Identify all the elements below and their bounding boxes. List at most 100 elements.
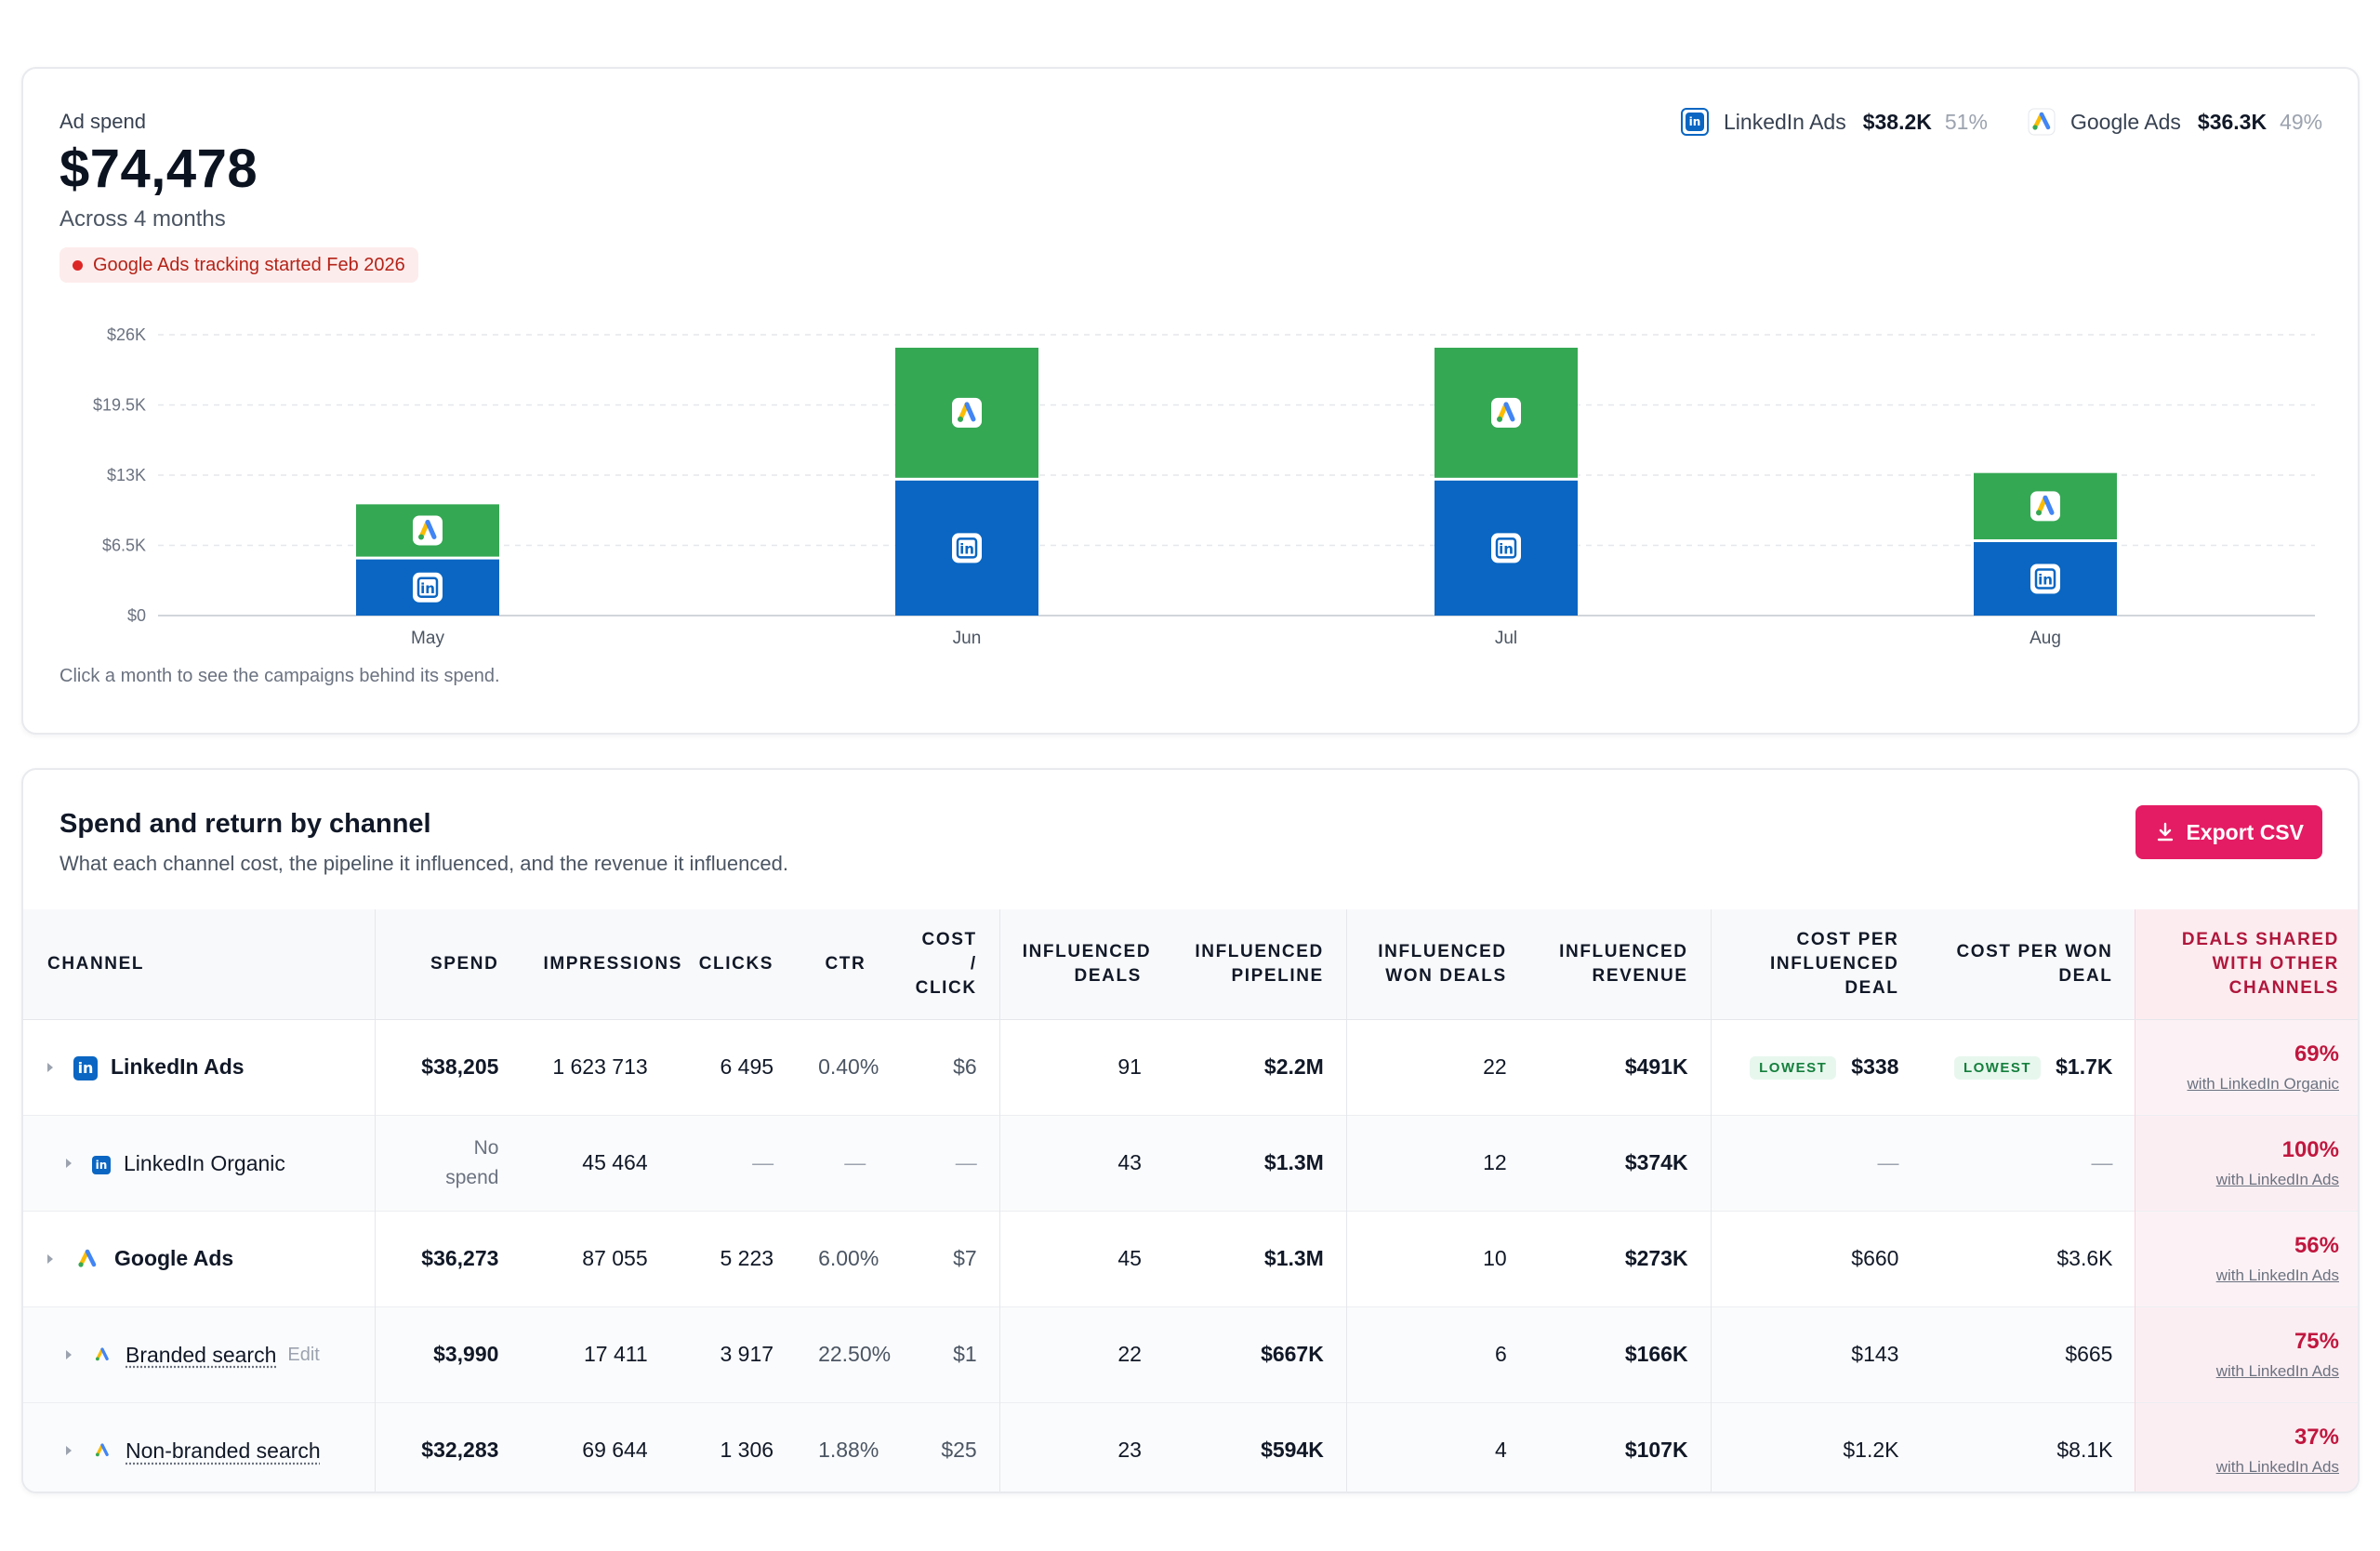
campaign-name-link[interactable]: Non-branded search xyxy=(126,1438,321,1463)
won-deals-cell: 6 xyxy=(1345,1306,1529,1402)
header-ctr[interactable]: CTR xyxy=(796,909,889,1020)
expand-chevron-icon[interactable] xyxy=(66,1350,72,1360)
legend-item-google-ads[interactable]: Google Ads $36.3K 49% xyxy=(2028,108,2322,136)
ad-spend-period: Across 4 months xyxy=(60,206,226,232)
table-row-google-ads[interactable]: Google Ads $36,273 87 055 5 223 6.00% $7… xyxy=(23,1210,2358,1306)
legend-amount: $36.3K xyxy=(2197,109,2268,134)
linkedin-icon-frame xyxy=(956,537,978,559)
cpc-cell: $1 xyxy=(888,1306,1000,1402)
clicks-cell: 5 223 xyxy=(669,1210,797,1306)
y-tick-label: $6.5K xyxy=(102,537,146,555)
expand-chevron-icon[interactable] xyxy=(47,1062,53,1072)
shared-with-link[interactable]: with LinkedIn Ads xyxy=(2215,1457,2339,1476)
spend-cell: No spend xyxy=(374,1114,522,1211)
linkedin-icon: in xyxy=(73,1056,98,1080)
channel-cell[interactable]: Google Ads xyxy=(23,1210,376,1306)
table-row-branded-search[interactable]: Branded search Edit $3,990 17 411 3 917 2… xyxy=(23,1306,2358,1402)
impressions-cell: 17 411 xyxy=(521,1306,670,1402)
header-deals-shared[interactable]: DEALS SHARED WITH OTHER CHANNELS xyxy=(2135,909,2358,1020)
legend-name: LinkedIn Ads xyxy=(1724,109,1846,134)
google-ads-icon xyxy=(92,1345,112,1365)
cost-per-won-deal-cell: $8.1K xyxy=(1921,1401,2135,1491)
legend-amount: $38.2K xyxy=(1862,109,1932,134)
revenue-cell: $107K xyxy=(1528,1401,1712,1491)
export-csv-button[interactable]: Export CSV xyxy=(2135,805,2322,859)
campaign-name-link[interactable]: Branded search xyxy=(126,1342,277,1367)
header-cost-per-click[interactable]: COST / CLICK xyxy=(888,909,1000,1020)
linkedin-icon-glyph: in xyxy=(420,580,435,597)
linkedin-icon-glyph: in xyxy=(959,540,974,557)
header-clicks[interactable]: CLICKS xyxy=(669,909,797,1020)
header-channel[interactable]: CHANNEL xyxy=(23,909,376,1020)
header-cost-per-won-deal[interactable]: COST PER WON DEAL xyxy=(1921,909,2135,1020)
expand-chevron-icon[interactable] xyxy=(66,1159,72,1169)
table-row-linkedin-ads[interactable]: in LinkedIn Ads $38,205 1 623 713 6 495 0… xyxy=(23,1018,2358,1115)
header-influenced-won-deals[interactable]: INFLUENCED WON DEALS xyxy=(1345,909,1529,1020)
linkedin-icon-frame xyxy=(1495,537,1517,559)
revenue-cell: $374K xyxy=(1528,1114,1712,1211)
clicks-cell: 6 495 xyxy=(669,1018,797,1115)
shared-with-link[interactable]: with LinkedIn Ads xyxy=(2215,1170,2339,1188)
revenue-cell: $273K xyxy=(1528,1210,1712,1306)
channel-name: Google Ads xyxy=(114,1246,234,1270)
cpc-cell: $25 xyxy=(888,1401,1000,1491)
won-deals-cell: 10 xyxy=(1345,1210,1529,1306)
linkedin-icon-frame xyxy=(416,577,439,599)
lowest-badge: LOWEST xyxy=(1750,1056,1837,1080)
header-spend[interactable]: SPEND xyxy=(374,909,522,1020)
linkedin-icon xyxy=(952,533,982,563)
channel-name: LinkedIn Organic xyxy=(124,1150,285,1175)
channel-cell[interactable]: in LinkedIn Organic xyxy=(23,1114,376,1211)
shared-with-link[interactable]: with LinkedIn Ads xyxy=(2215,1266,2339,1284)
table-row-non-branded-search[interactable]: Non-branded search $32,283 69 644 1 306 … xyxy=(23,1401,2358,1491)
ctr-cell: — xyxy=(796,1114,889,1211)
linkedin-icon xyxy=(1491,533,1521,563)
google-ads-icon-dot xyxy=(2036,510,2042,516)
channel-cell[interactable]: in LinkedIn Ads xyxy=(23,1018,376,1115)
channel-cell[interactable]: Branded search Edit xyxy=(23,1306,376,1402)
channel-cell[interactable]: Non-branded search xyxy=(23,1401,376,1491)
linkedin-icon xyxy=(413,572,443,603)
shared-percent: 56% xyxy=(2294,1232,2339,1258)
shared-with-link[interactable]: with LinkedIn Ads xyxy=(2215,1361,2339,1380)
tracking-warning-badge: Google Ads tracking started Feb 2026 xyxy=(60,247,418,283)
shared-with-link[interactable]: with LinkedIn Organic xyxy=(2187,1074,2339,1093)
deals-cell: 91 xyxy=(998,1018,1164,1115)
table-row-linkedin-organic[interactable]: in LinkedIn Organic No spend 45 464 — — — … xyxy=(23,1114,2358,1211)
deals-cell: 22 xyxy=(998,1306,1164,1402)
deals-shared-cell: 75% with LinkedIn Ads xyxy=(2135,1306,2358,1402)
linkedin-icon-glyph: in xyxy=(2038,572,2053,589)
ctr-cell: 0.40% xyxy=(796,1018,889,1115)
header-influenced-pipeline[interactable]: INFLUENCED PIPELINE xyxy=(1163,909,1347,1020)
spend-cell: $36,273 xyxy=(374,1210,522,1306)
header-influenced-revenue[interactable]: INFLUENCED REVENUE xyxy=(1528,909,1712,1020)
impressions-cell: 87 055 xyxy=(521,1210,670,1306)
ctr-cell: 1.88% xyxy=(796,1401,889,1491)
spend-cell: $3,990 xyxy=(374,1306,522,1402)
google-ads-icon-dot xyxy=(418,534,424,540)
tracking-warning-text: Google Ads tracking started Feb 2026 xyxy=(93,255,405,275)
legend-item-linkedin-ads[interactable]: in LinkedIn Ads $38.2K 51% xyxy=(1681,108,1988,136)
google-ads-icon xyxy=(73,1245,101,1273)
won-deals-cell: 12 xyxy=(1345,1114,1529,1211)
pipeline-cell: $1.3M xyxy=(1163,1210,1347,1306)
ad-spend-chart[interactable]: $0 $6.5K $13K $19.5K $26K in May in Jun in Jul in Au… xyxy=(23,69,2361,736)
deals-shared-cell: 100% with LinkedIn Ads xyxy=(2135,1114,2358,1211)
header-cost-per-influenced-deal[interactable]: COST PER INFLUENCED DEAL xyxy=(1710,909,1922,1020)
impressions-cell: 45 464 xyxy=(521,1114,670,1211)
header-impressions[interactable]: IMPRESSIONS xyxy=(521,909,681,1020)
ad-spend-total: $74,478 xyxy=(60,139,258,199)
google-ads-icon xyxy=(92,1440,112,1461)
shared-percent: 100% xyxy=(2281,1136,2339,1162)
x-tick-label: Aug xyxy=(2030,629,2061,648)
linkedin-icon: in xyxy=(1681,108,1709,136)
cost-per-won-deal-cell: $665 xyxy=(1921,1306,2135,1402)
revenue-cell: $166K xyxy=(1528,1306,1712,1402)
expand-chevron-icon[interactable] xyxy=(66,1446,72,1456)
spend-cell: $32,283 xyxy=(374,1401,522,1491)
edit-link[interactable]: Edit xyxy=(287,1345,320,1366)
y-tick-label: $13K xyxy=(107,466,146,484)
clicks-cell: 1 306 xyxy=(669,1401,797,1491)
expand-chevron-icon[interactable] xyxy=(47,1253,53,1264)
header-influenced-deals[interactable]: INFLUENCED DEALS xyxy=(998,909,1164,1020)
